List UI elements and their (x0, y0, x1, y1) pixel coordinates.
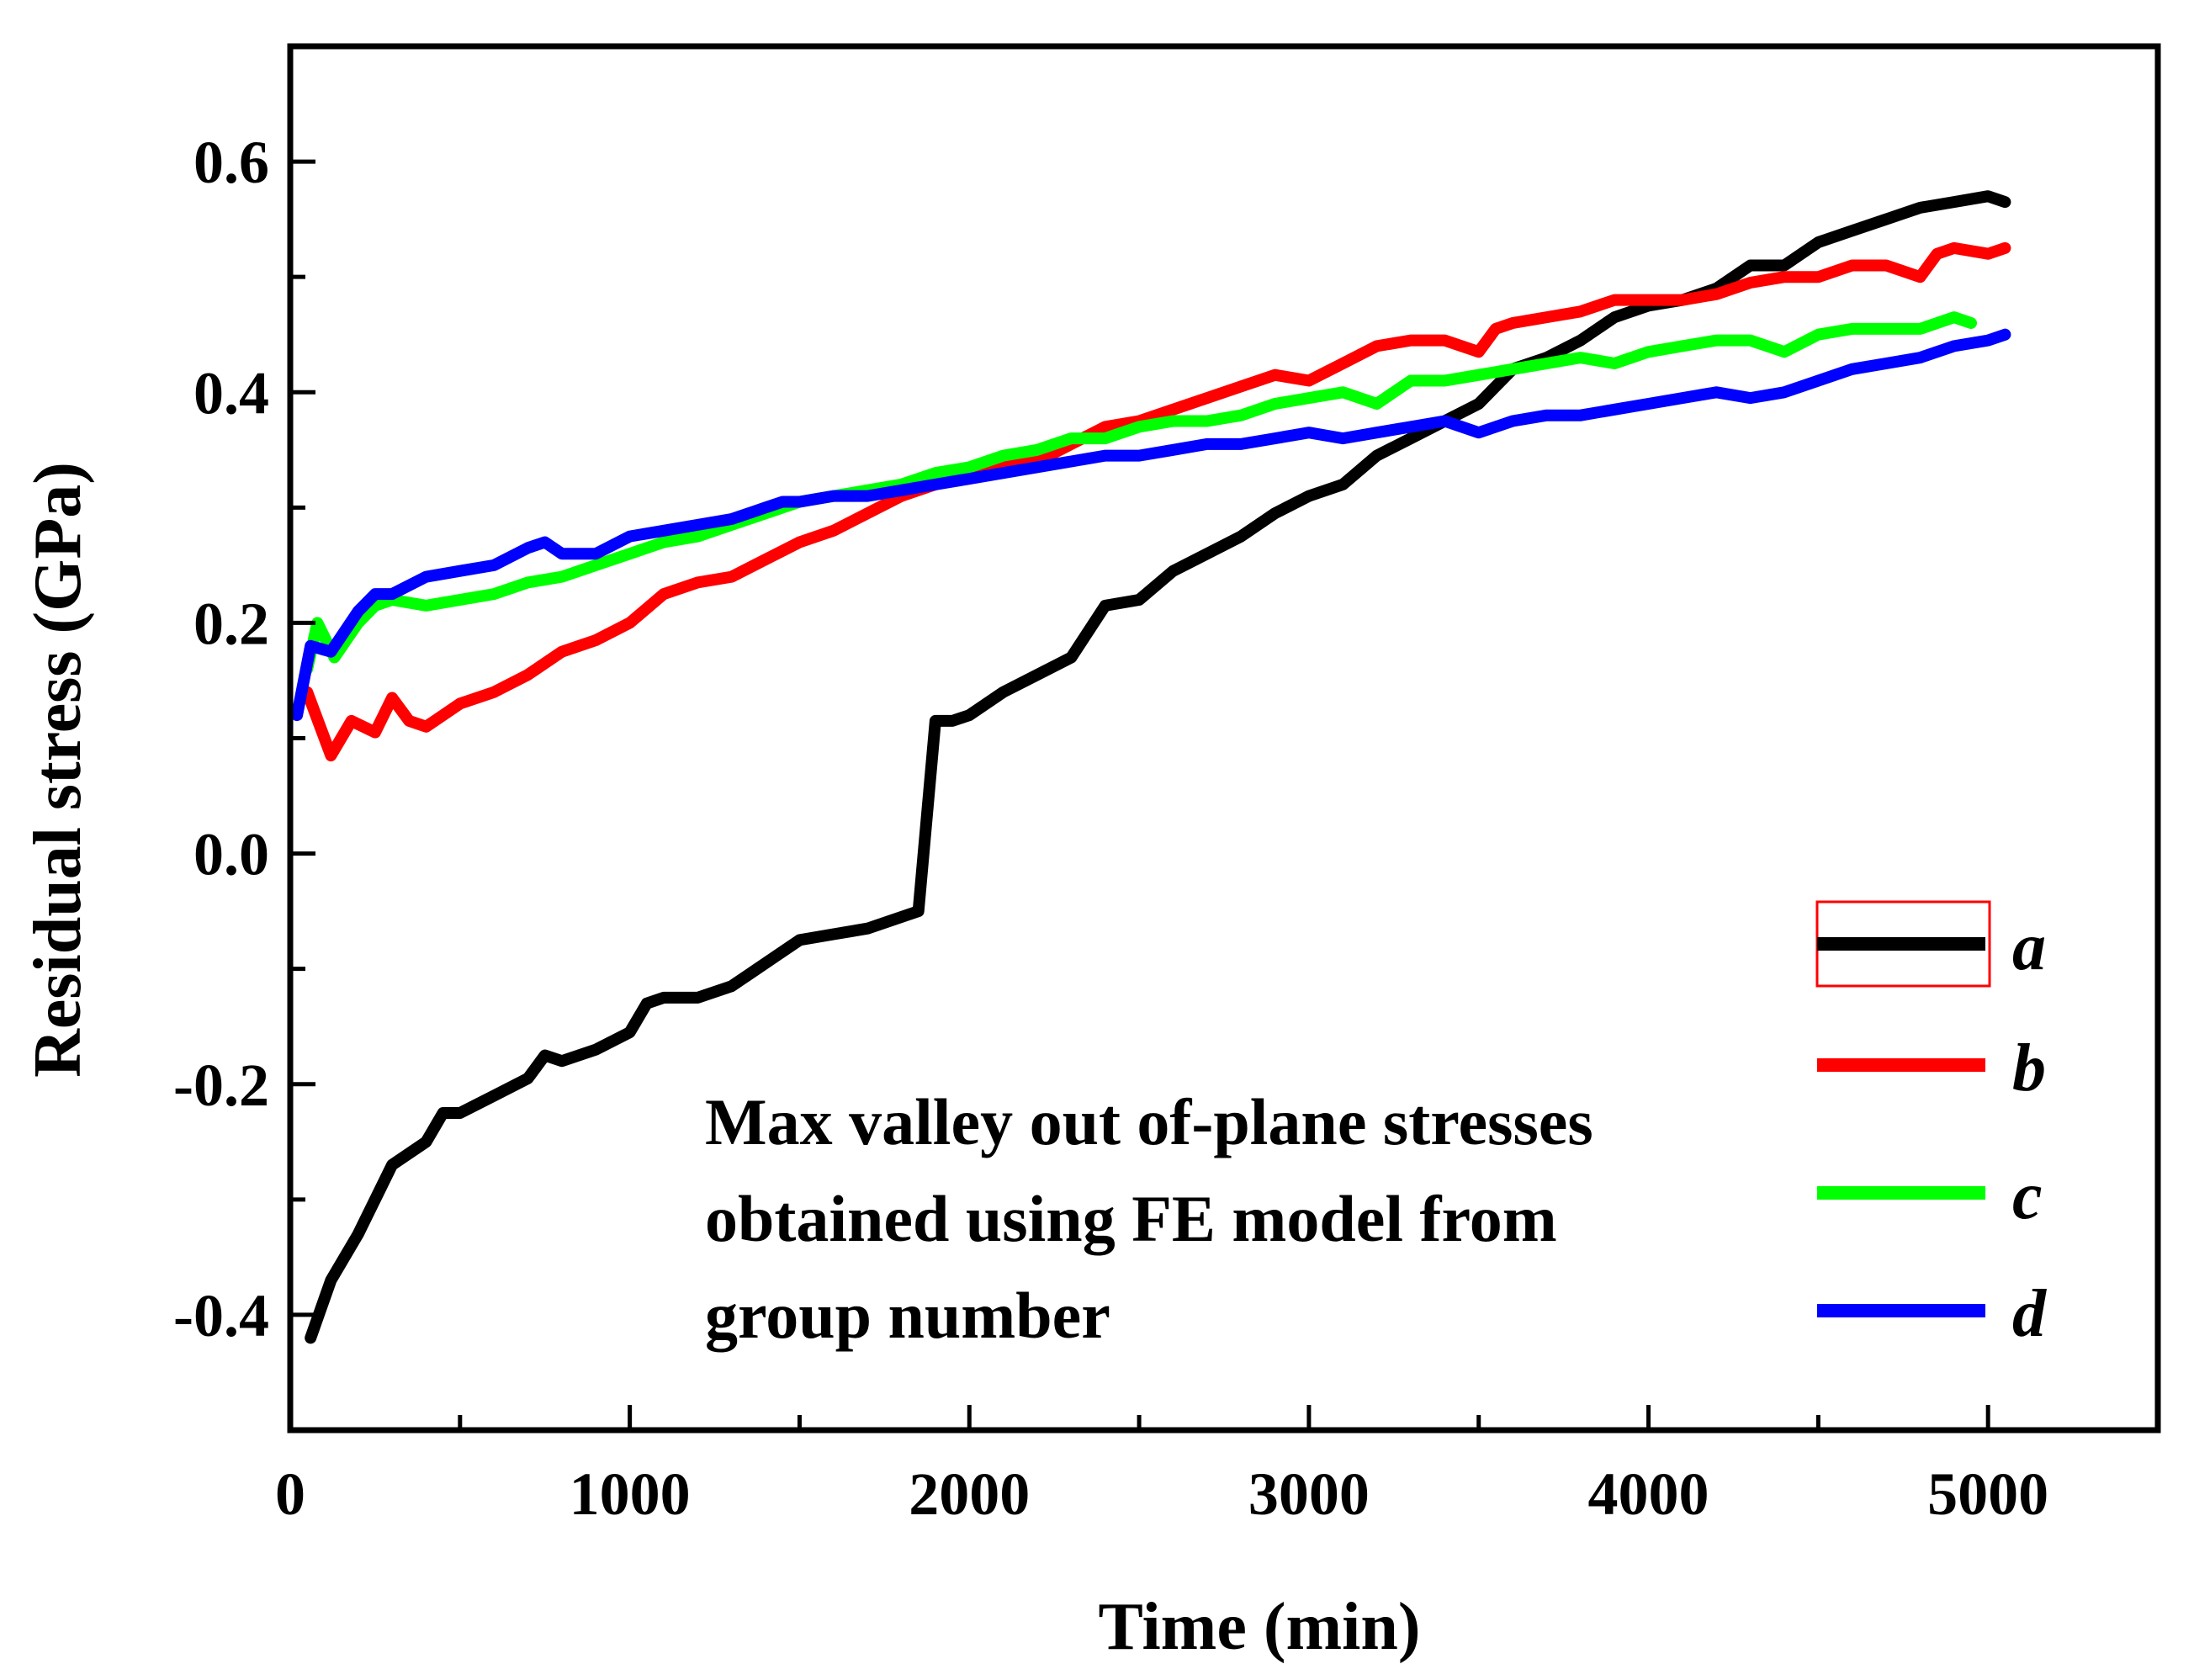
y-tick-label: 0.0 (193, 821, 269, 888)
legend: a b c d (1815, 900, 2047, 1351)
y-tick-label: -0.2 (173, 1052, 269, 1119)
annotation: Max valley out of-plane stresses obtaine… (705, 1085, 1593, 1352)
y-tick-label: -0.4 (173, 1282, 269, 1349)
x-tick-label: 5000 (1927, 1460, 2048, 1528)
series-line-c (301, 311, 1977, 676)
annotation-line-1: Max valley out of-plane stresses (705, 1085, 1593, 1158)
x-axis-title: Time (min) (1099, 1590, 1421, 1664)
plot-frame (287, 43, 2161, 1434)
x-tick-label: 1000 (570, 1460, 691, 1528)
annotation-line-2: obtained using FE model from (705, 1182, 1557, 1255)
x-tick-label: 3000 (1248, 1460, 1370, 1528)
annotation-line-3: group number (705, 1279, 1110, 1352)
y-tick-label: 0.4 (193, 359, 269, 427)
ticks-layer: 0 1000 2000 3000 4000 5000 -0.4 -0.2 0.0 0.2 0.4 0.… (173, 44, 2160, 1528)
y-tick-label: 0.2 (193, 590, 269, 657)
y-tick-label: 0.6 (193, 129, 269, 196)
series-line-b (301, 241, 2011, 762)
x-tick-label: 0 (275, 1460, 305, 1528)
y-axis-title: Residual stress (GPa) (21, 462, 95, 1078)
legend-label-a: a (2012, 910, 2046, 984)
legend-label-c: c (2012, 1159, 2043, 1233)
series-layer (291, 190, 2011, 1344)
legend-label-b: b (2012, 1031, 2046, 1105)
series-line-d (291, 328, 2011, 722)
x-tick-label: 2000 (909, 1460, 1030, 1528)
x-tick-label: 4000 (1588, 1460, 1709, 1528)
legend-label-d: d (2012, 1277, 2047, 1351)
